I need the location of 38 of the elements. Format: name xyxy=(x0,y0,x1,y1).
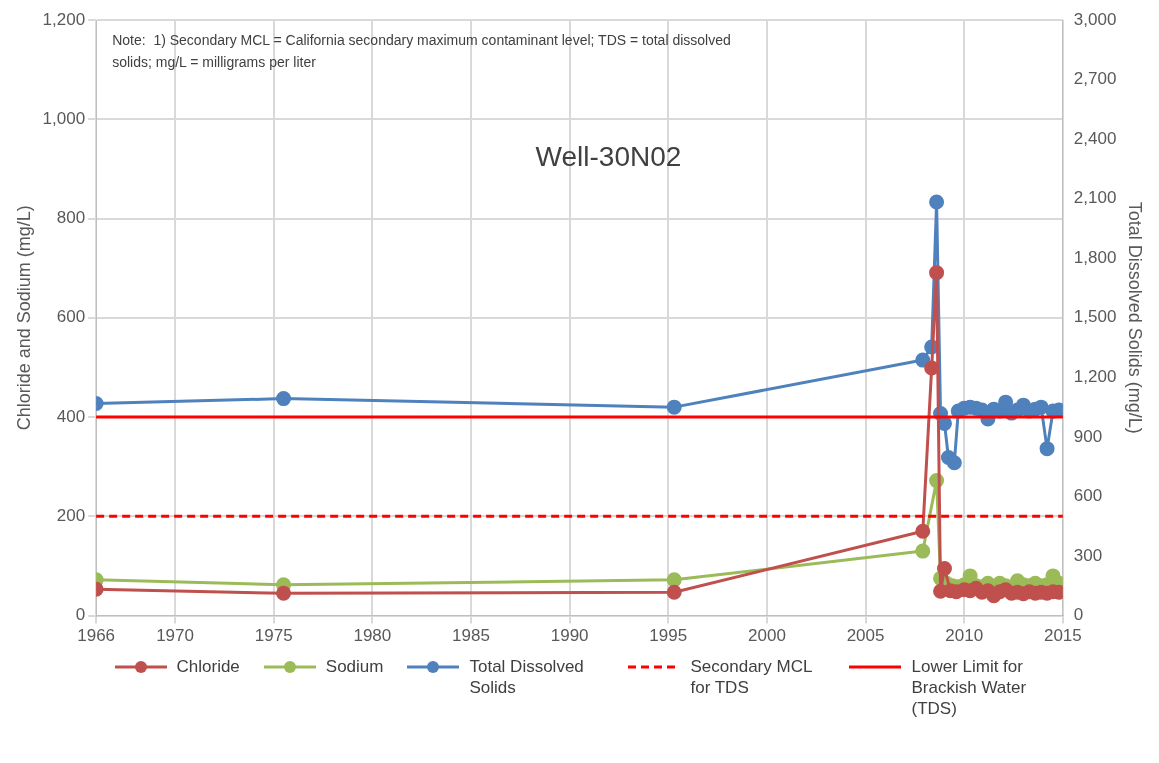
x-tick-label: 1975 xyxy=(254,626,293,646)
y2-tick-label: 300 xyxy=(1073,545,1103,565)
annotation: Note: 1) Secondary MCL = California secondary maximum contaminant level; TDS = total dissolved solids; mg/L = milligrams per liter xyxy=(112,31,731,70)
legend-label: Secondary MCL for TDS xyxy=(690,656,813,698)
y2-tick-label: 3,000 xyxy=(1073,9,1117,29)
x-tick-label: 1966 xyxy=(77,626,116,646)
y2-tick-label: 1,800 xyxy=(1073,247,1117,267)
text: Well-30N02 xyxy=(535,140,682,172)
x-tick-label: 2005 xyxy=(846,626,885,646)
x-tick-label: 1970 xyxy=(156,626,194,646)
legend-label: Total Dissolved Solids xyxy=(469,656,585,698)
y-tick-label: 1,200 xyxy=(42,9,86,29)
y-tick-label: 0 xyxy=(75,605,86,625)
x-tick-label: 1985 xyxy=(452,626,490,646)
x-tick-label: 1990 xyxy=(550,626,589,646)
x-tick-label: 1980 xyxy=(353,626,392,646)
x-tick-label: 2010 xyxy=(945,626,984,646)
y-tick-label: 600 xyxy=(56,307,86,327)
y-axis-title: Chloride and Sodium (mg/L) xyxy=(13,205,34,431)
x-tick-label: 1995 xyxy=(649,626,688,646)
x-tick-label: 2015 xyxy=(1043,626,1082,646)
legend-label: Chloride xyxy=(176,656,240,677)
y2-tick-label: 2,400 xyxy=(1073,128,1117,148)
y2-axis-title: Total Dissolved Solids (mg/L) xyxy=(1125,201,1146,434)
y2-tick-label: 0 xyxy=(1073,605,1084,625)
y2-tick-label: 1,500 xyxy=(1073,307,1117,327)
y-tick-label: 1,000 xyxy=(42,108,86,128)
y2-tick-label: 2,100 xyxy=(1073,188,1117,208)
y2-tick-label: 600 xyxy=(1073,486,1103,506)
y-tick-label: 800 xyxy=(56,208,86,228)
legend-label: Sodium xyxy=(325,656,384,677)
y2-tick-label: 900 xyxy=(1073,426,1103,446)
x-tick-label: 2000 xyxy=(748,626,786,646)
y-tick-label: 200 xyxy=(56,506,86,526)
y2-tick-label: 1,200 xyxy=(1073,367,1117,387)
legend-label: Lower Limit for Brackish Water (TDS) xyxy=(911,656,1028,719)
y2-tick-label: 2,700 xyxy=(1073,69,1117,89)
y-tick-label: 400 xyxy=(56,406,86,426)
